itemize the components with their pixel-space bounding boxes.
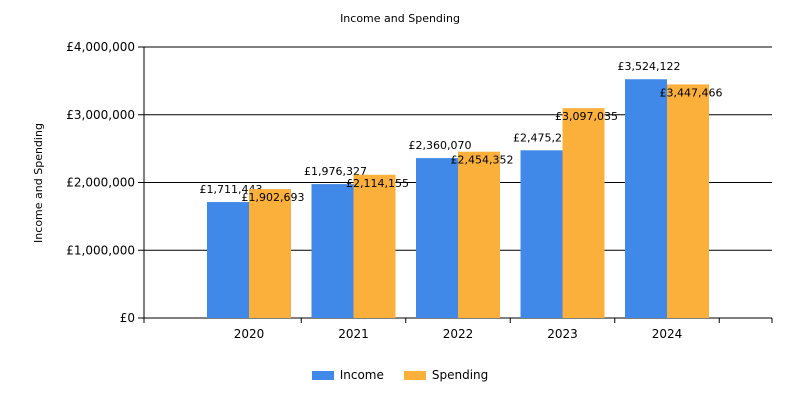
y-tick-label: £2,000,000 — [66, 176, 135, 190]
data-label: £2,475,203 — [513, 131, 576, 144]
data-label: £1,976,327 — [304, 165, 367, 178]
bar-income — [625, 79, 667, 318]
bar-income — [207, 202, 249, 318]
y-tick-label: £4,000,000 — [66, 40, 135, 54]
data-label: £2,360,070 — [409, 139, 472, 152]
bar-income — [311, 184, 354, 318]
bar-income — [520, 150, 563, 318]
chart-legend: Income Spending — [0, 368, 800, 382]
data-label: £1,902,693 — [242, 191, 305, 204]
x-tick-label: 2024 — [652, 327, 683, 341]
data-label: £2,114,155 — [346, 177, 409, 190]
data-label: £3,524,122 — [618, 60, 681, 73]
data-label: £1,711,443 — [200, 183, 263, 196]
y-tick-label: £3,000,000 — [66, 108, 135, 122]
legend-item-spending: Spending — [403, 368, 489, 382]
chart-title: Income and Spending — [340, 12, 460, 25]
y-tick-label: £1,000,000 — [66, 243, 135, 257]
legend-item-income: Income — [311, 368, 384, 382]
bar-spending — [667, 84, 709, 319]
x-tick-label: 2020 — [234, 327, 265, 341]
legend-label-income: Income — [339, 368, 384, 382]
legend-swatch-spending — [403, 370, 426, 380]
y-tick-label: £0 — [120, 311, 135, 325]
legend-swatch-income — [311, 370, 334, 380]
bar-spending — [562, 108, 605, 319]
bar-spending — [249, 189, 291, 318]
legend-label-spending: Spending — [431, 368, 489, 382]
bar-spending — [458, 151, 500, 318]
bar-income — [416, 158, 458, 318]
x-tick-label: 2022 — [443, 327, 474, 341]
data-label: £3,447,466 — [660, 86, 723, 99]
data-label: £3,097,035 — [555, 110, 618, 123]
data-label: £2,454,352 — [451, 154, 514, 167]
x-tick-label: 2023 — [547, 327, 578, 341]
y-axis-label: Income and Spending — [32, 123, 45, 243]
x-tick-label: 2021 — [338, 327, 369, 341]
bar-spending — [353, 174, 396, 318]
